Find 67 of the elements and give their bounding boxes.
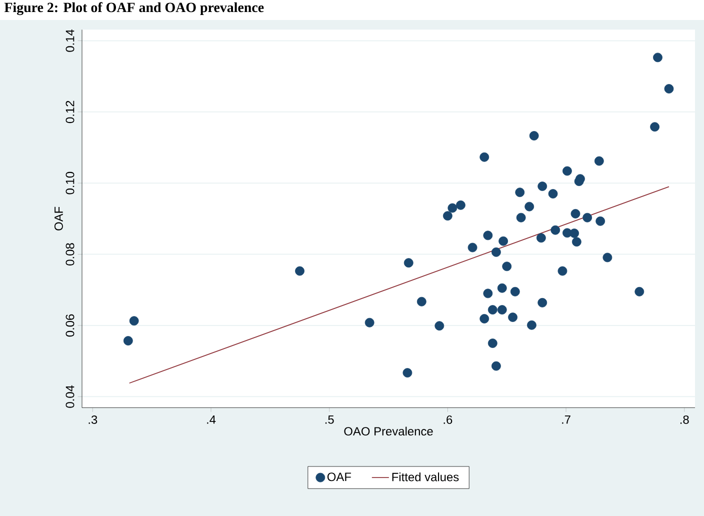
y-tick-label: 0.08: [66, 243, 74, 266]
point: [456, 200, 466, 210]
point: [480, 314, 490, 324]
point: [515, 188, 525, 198]
point: [550, 225, 560, 235]
y-tick-label: 0.14: [66, 29, 74, 52]
point: [508, 312, 518, 322]
point: [416, 296, 426, 306]
point: [529, 131, 539, 140]
legend-label: OAF: [327, 472, 351, 482]
point: [524, 202, 534, 212]
point: [295, 266, 304, 276]
point: [129, 316, 139, 326]
x-tick-label: .4: [207, 415, 216, 424]
point: [594, 156, 604, 166]
point: [488, 305, 498, 315]
point: [364, 318, 374, 328]
y-axis-title: OAF: [54, 206, 63, 230]
point: [596, 216, 606, 226]
x-tick-label: .5: [325, 415, 334, 424]
point: [634, 286, 644, 296]
point: [562, 166, 572, 176]
point: [404, 258, 414, 268]
legend-label: Fitted values: [392, 472, 459, 482]
point: [548, 189, 558, 198]
point: [483, 230, 493, 240]
y-tick-label: 0.06: [66, 314, 74, 337]
point: [582, 212, 592, 222]
point: [572, 237, 582, 247]
point: [498, 236, 508, 246]
point: [497, 283, 507, 293]
point: [502, 262, 512, 272]
point: [538, 298, 548, 308]
point: [516, 212, 526, 222]
point: [558, 266, 568, 276]
point: [570, 228, 580, 238]
point: [664, 84, 674, 94]
point: [653, 52, 662, 62]
y-tick-label: 0.12: [66, 100, 74, 124]
chart-title: Figure 2: Plot of OAF and OAO prevalence: [4, 2, 264, 16]
point: [576, 174, 585, 184]
point: [497, 305, 507, 315]
point: [402, 368, 412, 378]
point: [123, 336, 133, 346]
point: [434, 321, 444, 331]
point: [483, 288, 493, 298]
point: [448, 203, 458, 213]
point: [536, 233, 546, 243]
point: [650, 122, 660, 132]
x-tick-label: .3: [88, 415, 98, 424]
point: [492, 361, 501, 371]
point: [510, 286, 520, 296]
point: [527, 320, 536, 330]
x-tick-label: .7: [562, 415, 570, 424]
point: [442, 211, 452, 221]
x-tick-label: .8: [680, 415, 689, 424]
point: [492, 247, 501, 257]
point: [480, 152, 490, 162]
point: [538, 182, 548, 191]
point: [602, 252, 612, 262]
y-tick-label: 0.04: [66, 385, 74, 408]
x-tick-label: .6: [444, 415, 452, 424]
y-tick-label: 0.10: [66, 172, 74, 194]
point: [570, 209, 580, 218]
point: [468, 242, 478, 252]
x-axis-title: OAO Prevalence: [344, 426, 433, 436]
point: [488, 338, 498, 348]
